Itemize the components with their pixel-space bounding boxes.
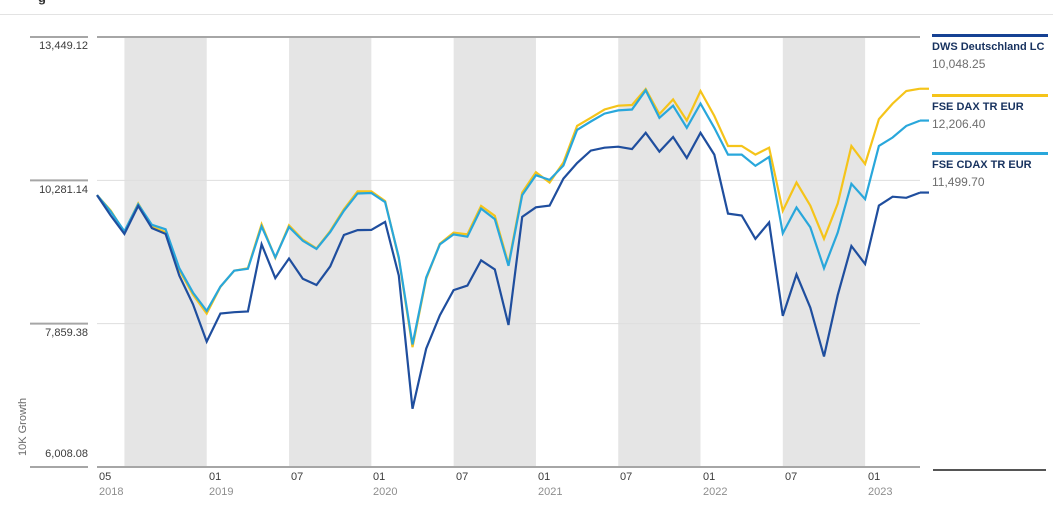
legend-label: DWS Deutschland LC (932, 41, 1045, 53)
legend-entry-fse-dax: FSE DAX TR EUR 12,206.40 (932, 94, 1048, 132)
series-line-dws-deutschland-lc (96, 130, 921, 410)
x-tick-2022-01: 01 2022 (703, 471, 728, 498)
half-year-band (782, 37, 866, 467)
half-year-band (618, 37, 701, 467)
x-tick-2018-05: 05 2018 (99, 471, 124, 498)
title-fragment-glyph: g (38, 0, 46, 5)
series-line-fse-cdax-tr-eur (96, 88, 921, 345)
half-year-band (124, 37, 207, 467)
top-divider (0, 14, 1053, 15)
x-tick-2023-01: 01 2023 (868, 471, 893, 498)
chart-legend: DWS Deutschland LC 10,048.25 FSE DAX TR … (932, 34, 1048, 190)
legend-value: 11,499.70 (932, 175, 985, 189)
x-tick-2021-01: 01 2021 (538, 471, 563, 498)
y-tick-label-7859: 7,859.38 (45, 327, 88, 339)
x-tick-2020-01: 01 2020 (373, 471, 398, 498)
x-tick-2019-07: 07 (291, 471, 304, 483)
legend-entry-fse-cdax: FSE CDAX TR EUR 11,499.70 (932, 152, 1048, 190)
y-tick-label-10281: 10,281.14 (39, 184, 88, 196)
legend-value: 10,048.25 (932, 57, 986, 71)
x-tick-2021-07: 07 (620, 471, 633, 483)
legend-underline (933, 469, 1046, 471)
legend-value: 12,206.40 (932, 117, 986, 131)
half-year-band (289, 37, 372, 467)
cropped-title-fragment: g (38, 0, 50, 5)
legend-label: FSE DAX TR EUR (932, 101, 1024, 113)
y-tick-label-13449: 13,449.12 (39, 40, 88, 52)
x-tick-2019-01: 01 2019 (209, 471, 234, 498)
legend-label: FSE CDAX TR EUR (932, 159, 1032, 171)
x-tick-2020-07: 07 (456, 471, 469, 483)
legend-entry-dws-deutschland: DWS Deutschland LC 10,048.25 (932, 34, 1048, 72)
half-year-band (453, 37, 536, 467)
y-tick-label-6008: 6,008.08 (45, 448, 88, 460)
x-tick-2022-07: 07 (785, 471, 798, 483)
